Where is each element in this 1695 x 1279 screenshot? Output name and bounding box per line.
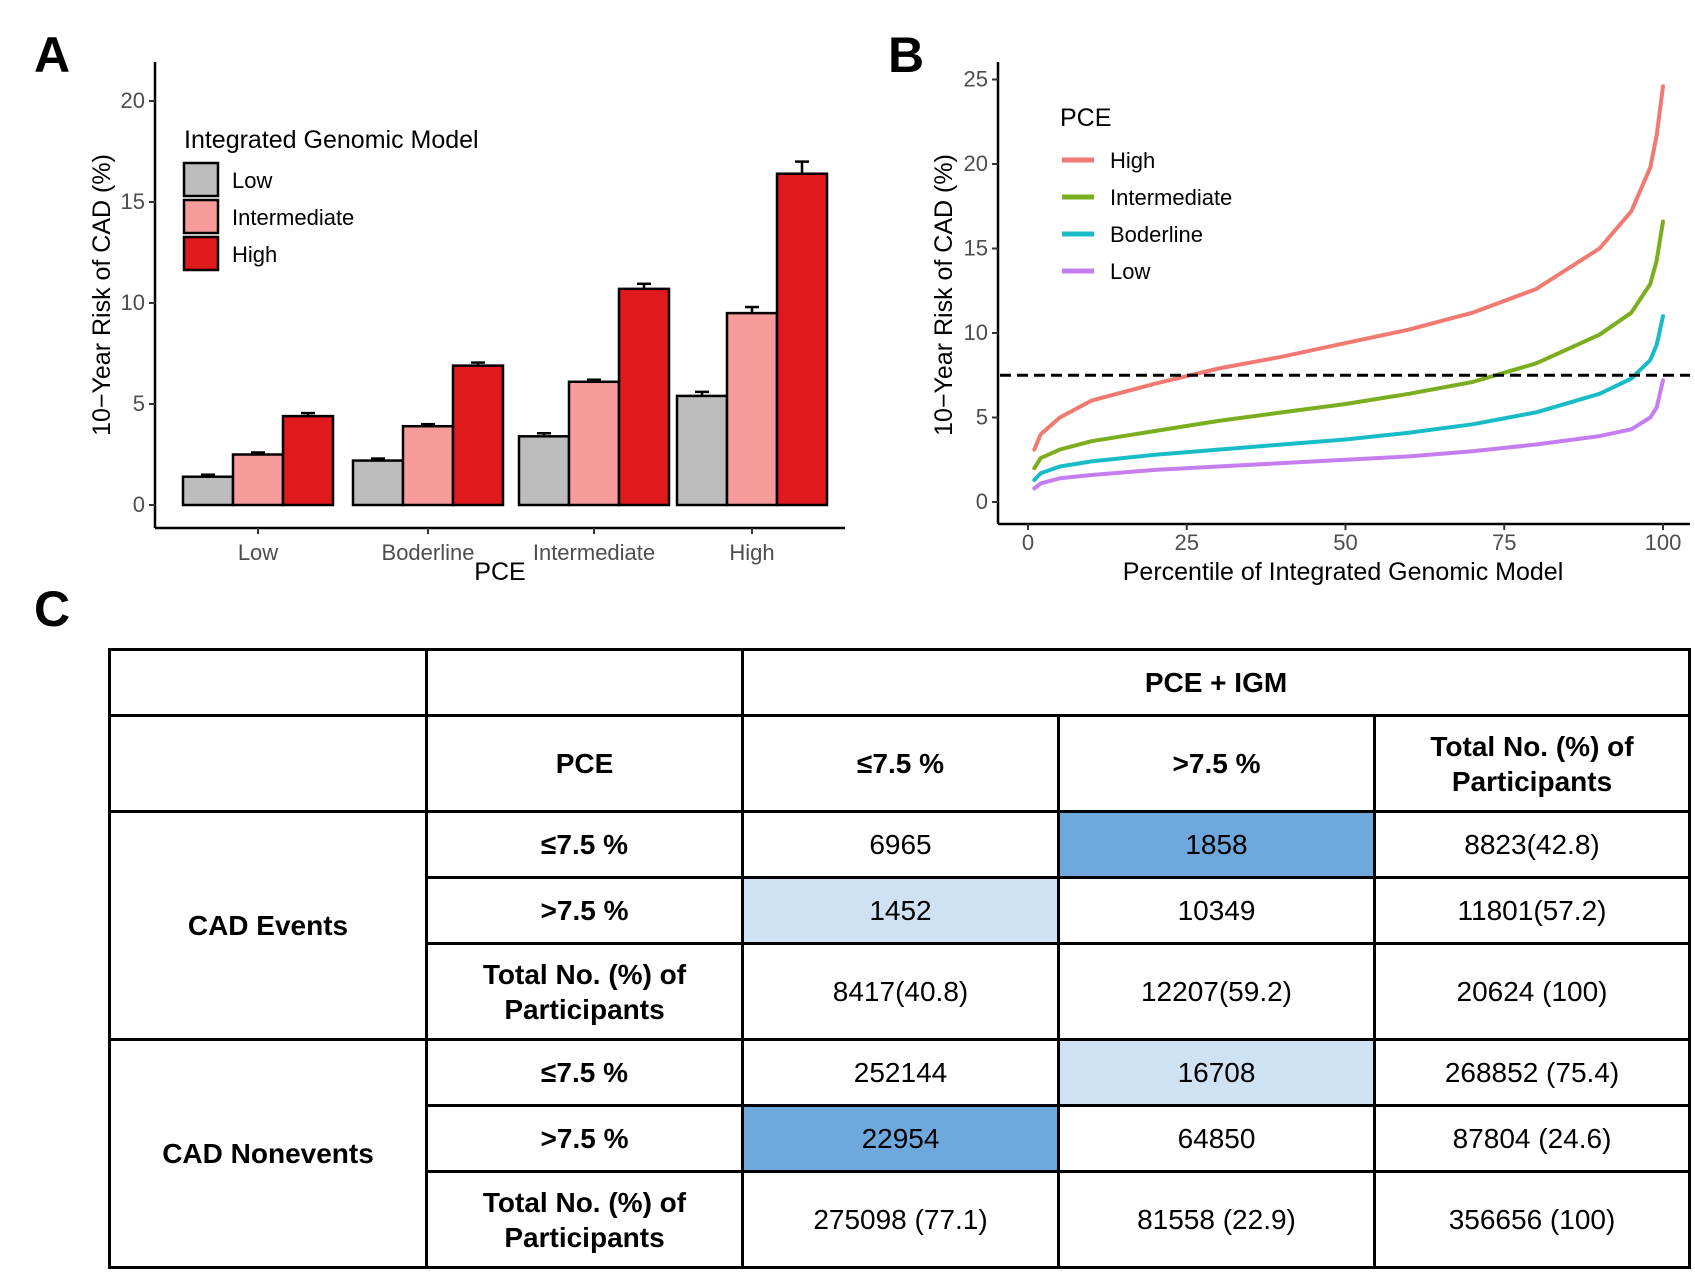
panel-label-b: B [888, 27, 925, 83]
legend-label: Intermediate [232, 205, 354, 230]
legend-swatch [182, 235, 220, 272]
group-label-nonevents: CAD Nonevents [108, 1038, 428, 1269]
legend-swatch [182, 161, 220, 198]
header-col-le: ≤7.5 % [741, 714, 1060, 813]
table-header-row-1: PCE + IGM [108, 648, 1692, 717]
table-cell: 64850 [1057, 1104, 1376, 1173]
y-tick-label: 10 [121, 290, 145, 315]
empty-cell [108, 648, 428, 717]
x-axis-title: PCE [474, 558, 525, 586]
table-row: CAD Events ≤7.5 % 6965 1858 8823(42.8) [108, 810, 1692, 1041]
table-cell-highlight-dark: 22954 [741, 1104, 1060, 1173]
x-tick-label: Boderline [382, 540, 475, 565]
panel-label-c: C [34, 581, 71, 637]
row-label: >7.5 % [425, 876, 744, 945]
x-tick-label: 50 [1333, 530, 1357, 555]
legend-label: Low [1110, 259, 1150, 284]
table-cell: 8417(40.8) [741, 942, 1060, 1041]
header-group-label: PCE + IGM [740, 648, 1692, 717]
table-row: Total No. (%) of Participants 275098 (77… [110, 1170, 1692, 1269]
x-tick-label: Intermediate [533, 540, 655, 565]
panel-label-a: A [34, 27, 71, 83]
bar [451, 364, 505, 507]
series-line [1032, 378, 1665, 491]
x-tick-label: Low [238, 540, 278, 565]
series-line [1032, 84, 1665, 452]
y-tick-label: 10 [964, 320, 988, 345]
table-cell: 87804 (24.6) [1372, 1104, 1692, 1173]
table-row: Total No. (%) of Participants 8417(40.8)… [110, 942, 1692, 1041]
table-cell: 12207(59.2) [1057, 942, 1376, 1041]
table-row: CAD Nonevents ≤7.5 % 252144 16708 268852… [108, 1038, 1692, 1269]
bar [775, 172, 829, 507]
x-tick-label: 100 [1645, 530, 1682, 555]
series-line [1032, 314, 1665, 482]
x-axis-title: Percentile of Integrated Genomic Model [1123, 558, 1564, 586]
bar [567, 380, 621, 507]
reclassification-table: PCE + IGM PCE ≤7.5 % >7.5 % Total No. (%… [108, 648, 1692, 1269]
y-tick-label: 5 [133, 391, 145, 416]
table-cell: 20624 (100) [1372, 942, 1692, 1041]
header-row-label: PCE [425, 714, 744, 813]
row-label: Total No. (%) of Participants [425, 942, 744, 1041]
table-header-row-2: PCE ≤7.5 % >7.5 % Total No. (%) of Parti… [108, 714, 1692, 813]
bar [517, 435, 571, 507]
y-tick-label: 25 [964, 67, 988, 92]
table-cell-highlight-light: 16708 [1057, 1038, 1376, 1107]
y-tick-label: 0 [133, 492, 145, 517]
line-chart: 0 5 10 15 20 25 0 25 50 75 100 Percentile of Integr… [930, 62, 1690, 586]
group-label-events: CAD Events [108, 810, 428, 1041]
bar-chart: 0 5 10 15 20 Low Boderline Intermediate High PCE 1… [88, 62, 845, 586]
y-axis-title: 10−Year Risk of CAD (%) [88, 154, 116, 436]
x-tick-label: High [729, 540, 774, 565]
y-axis-title: 10−Year Risk of CAD (%) [930, 154, 958, 436]
table-cell: 252144 [741, 1038, 1060, 1107]
legend-title: Integrated Genomic Model [184, 126, 479, 154]
bar [675, 394, 729, 507]
y-tick-label: 20 [964, 151, 988, 176]
x-tick-label: 25 [1175, 530, 1199, 555]
legend-label: Low [232, 168, 272, 193]
table-cell: 6965 [741, 810, 1060, 879]
legend-label: Boderline [1110, 222, 1203, 247]
x-tick-label: 0 [1022, 530, 1034, 555]
y-tick-label: 0 [976, 489, 988, 514]
legend-swatch [182, 198, 220, 235]
legend-title: PCE [1060, 104, 1111, 132]
row-label: ≤7.5 % [425, 1038, 744, 1107]
bar [725, 311, 779, 507]
row-label: ≤7.5 % [425, 810, 744, 879]
y-tick-label: 15 [964, 236, 988, 261]
table-cell-highlight-dark: 1858 [1057, 810, 1376, 879]
table-cell: 8823(42.8) [1372, 810, 1692, 879]
empty-cell [425, 648, 744, 717]
table-cell: 10349 [1057, 876, 1376, 945]
y-tick-label: 5 [976, 405, 988, 430]
table-cell: 268852 (75.4) [1372, 1038, 1692, 1107]
table-row: >7.5 % 22954 64850 87804 (24.6) [110, 1104, 1692, 1173]
table-cell: 275098 (77.1) [741, 1170, 1060, 1269]
legend-label: High [1110, 148, 1155, 173]
empty-cell [108, 714, 428, 813]
row-label: >7.5 % [425, 1104, 744, 1173]
table-cell: 81558 (22.9) [1057, 1170, 1376, 1269]
bar [351, 459, 405, 507]
series-line [1032, 219, 1665, 471]
legend-label: High [232, 242, 277, 267]
table-row: >7.5 % 1452 10349 11801(57.2) [110, 876, 1692, 945]
table-cell: 11801(57.2) [1372, 876, 1692, 945]
table-cell: 356656 (100) [1372, 1170, 1692, 1269]
y-tick-label: 15 [121, 189, 145, 214]
legend-label: Intermediate [1110, 185, 1232, 210]
row-label: Total No. (%) of Participants [425, 1170, 744, 1269]
y-tick-label: 20 [121, 88, 145, 113]
x-tick-label: 75 [1492, 530, 1516, 555]
header-col-total: Total No. (%) of Participants [1372, 714, 1692, 813]
header-col-gt: >7.5 % [1057, 714, 1376, 813]
bar [281, 414, 335, 507]
table-cell-highlight-light: 1452 [741, 876, 1060, 945]
bar [181, 475, 235, 507]
